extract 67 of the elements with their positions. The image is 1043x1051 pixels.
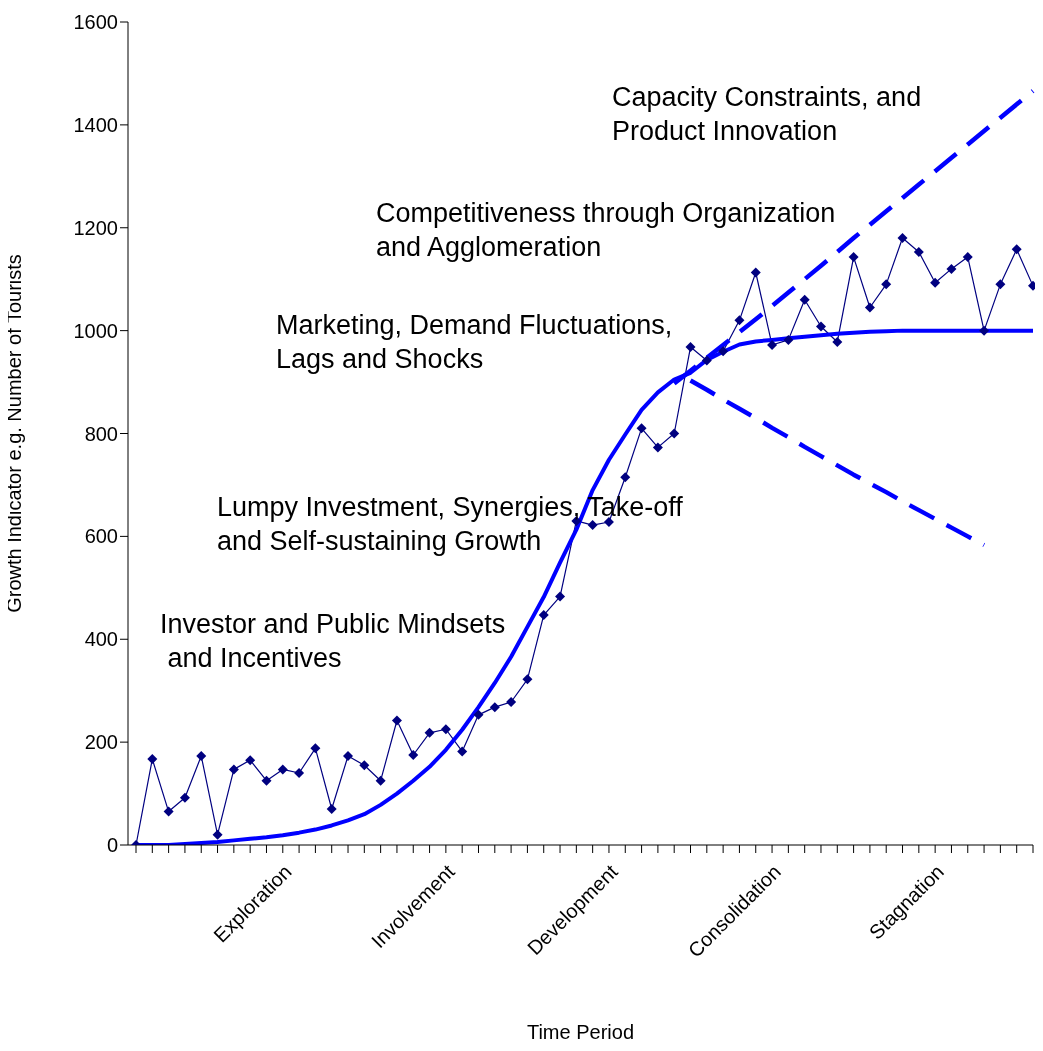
point [685, 342, 696, 353]
point [620, 472, 631, 483]
point [1011, 244, 1022, 255]
annotation: Marketing, Demand Fluctuations, Lags and Shocks [276, 309, 673, 376]
point [832, 336, 843, 347]
point [245, 755, 256, 766]
point [783, 334, 794, 345]
point [848, 252, 859, 263]
annotation: Investor and Public Mindsets and Incentives [160, 608, 506, 675]
point [326, 803, 337, 814]
line-series [688, 378, 987, 548]
point [767, 340, 778, 351]
point [881, 279, 892, 290]
point [294, 767, 305, 778]
point [375, 775, 386, 786]
point [669, 428, 680, 439]
point [489, 702, 500, 713]
point [147, 754, 158, 765]
point [652, 442, 663, 453]
point [522, 674, 533, 685]
point [310, 743, 321, 754]
point [506, 697, 517, 707]
point [979, 325, 990, 336]
x-axis-title: Time Period [526, 1021, 635, 1043]
point [408, 749, 419, 760]
point [457, 746, 468, 757]
y-tick-label: 800 [84, 422, 118, 445]
point [391, 715, 402, 726]
y-tick-label: 1000 [73, 319, 118, 342]
point [228, 764, 239, 775]
point [930, 277, 941, 288]
point [359, 760, 370, 771]
point [424, 727, 435, 738]
point [897, 233, 908, 244]
point [277, 764, 288, 775]
point [962, 252, 973, 263]
point [864, 302, 875, 313]
point [815, 321, 826, 332]
point [701, 355, 712, 366]
annotation: Capacity Constraints, and Product Innovation [612, 81, 922, 148]
point [196, 751, 207, 762]
point [913, 246, 924, 257]
point [261, 775, 272, 786]
point [343, 751, 354, 762]
point [555, 591, 566, 602]
point [473, 709, 484, 720]
point [718, 346, 729, 357]
y-tick-label: 1600 [73, 11, 118, 34]
annotation: Competitiveness through Organization and Agglomeration [376, 197, 836, 264]
point [636, 423, 647, 434]
y-tick-label: 1400 [73, 113, 118, 136]
point [750, 267, 761, 278]
point [946, 263, 957, 274]
point [163, 806, 174, 817]
y-tick-label: 400 [84, 628, 118, 651]
point [538, 610, 549, 621]
point [179, 792, 190, 803]
y-tick-label: 600 [84, 525, 118, 548]
point [799, 294, 810, 305]
point [734, 315, 745, 326]
point [212, 829, 223, 840]
point [440, 724, 451, 735]
y-tick-label: 1200 [73, 216, 118, 239]
point [587, 520, 598, 531]
y-tick-label: 0 [106, 834, 118, 857]
y-tick-label: 200 [84, 731, 118, 754]
point [995, 279, 1006, 290]
